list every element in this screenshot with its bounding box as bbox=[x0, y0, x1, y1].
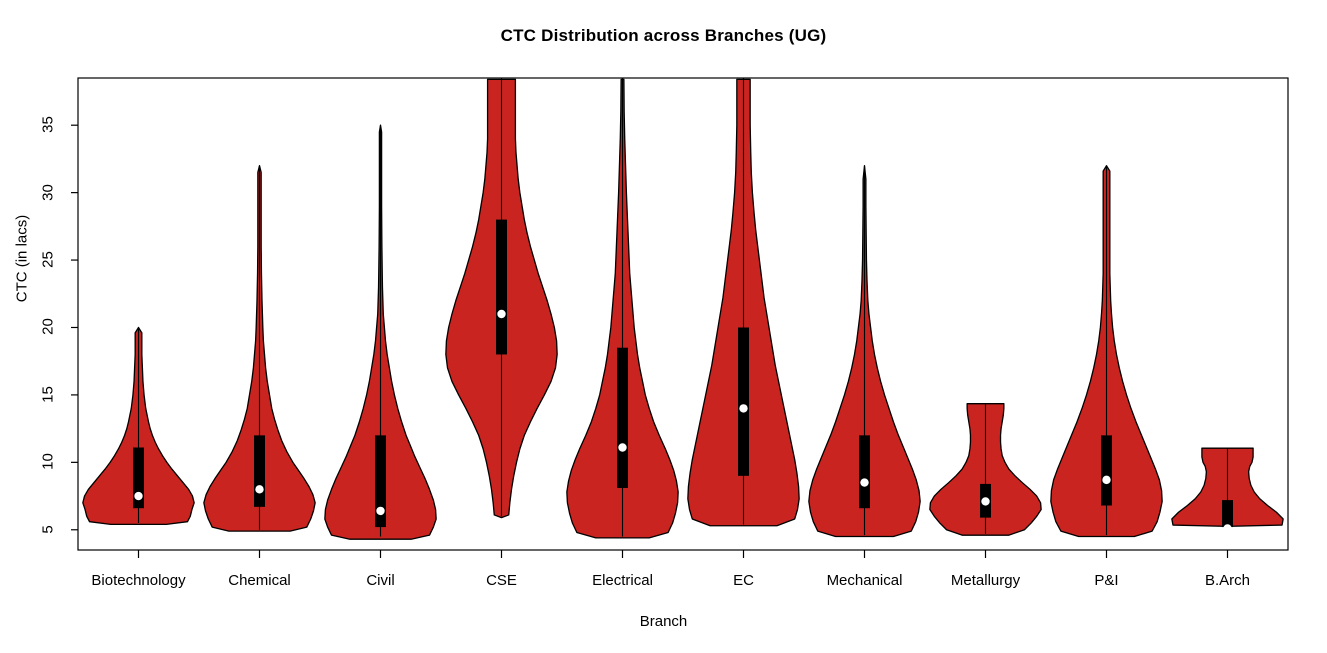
y-tick-label: 10 bbox=[39, 453, 57, 471]
y-tick-label: 5 bbox=[39, 525, 57, 534]
iqr-box bbox=[1101, 435, 1112, 506]
y-tick-label: 30 bbox=[39, 183, 57, 201]
plot-frame bbox=[77, 77, 1289, 551]
x-tick-label-cse: CSE bbox=[486, 572, 517, 589]
median-marker bbox=[860, 478, 869, 487]
median-marker bbox=[255, 485, 264, 494]
y-tick-label: 20 bbox=[39, 318, 57, 336]
x-tick-label-mechanical: Mechanical bbox=[826, 572, 903, 589]
median-marker bbox=[981, 497, 990, 506]
y-tick-label: 15 bbox=[39, 386, 57, 403]
x-tick-label-p-i: P&I bbox=[1094, 572, 1119, 589]
median-marker bbox=[739, 404, 748, 413]
violin-mechanical[interactable] bbox=[808, 165, 921, 538]
median-marker bbox=[497, 309, 506, 319]
x-axis-title: Branch bbox=[639, 613, 688, 630]
x-tick-label-biotechnology: Biotechnology bbox=[91, 572, 186, 589]
violin-p-i[interactable] bbox=[1050, 165, 1163, 538]
iqr-box bbox=[859, 435, 870, 509]
violin-cse[interactable] bbox=[445, 78, 558, 519]
iqr-box bbox=[254, 435, 265, 507]
median-marker bbox=[1102, 475, 1111, 485]
violin-electrical[interactable] bbox=[566, 78, 679, 539]
x-tick-label-electrical: Electrical bbox=[592, 572, 653, 589]
violin-chemical[interactable] bbox=[203, 165, 316, 532]
iqr-box bbox=[617, 347, 628, 488]
y-tick-label: 25 bbox=[39, 251, 57, 268]
iqr-box bbox=[133, 447, 144, 509]
violin-b-arch[interactable] bbox=[1171, 447, 1284, 533]
violin-metallurgy[interactable] bbox=[929, 403, 1042, 536]
violin-biotechnology[interactable] bbox=[82, 326, 195, 526]
violin-civil[interactable] bbox=[324, 124, 437, 540]
page-title: CTC Distribution across Branches (UG) bbox=[500, 26, 827, 45]
violin-ec[interactable] bbox=[687, 78, 800, 527]
x-tick-label-ec: EC bbox=[733, 572, 754, 589]
iqr-box bbox=[496, 219, 507, 355]
iqr-box bbox=[375, 435, 386, 528]
iqr-box bbox=[1222, 500, 1233, 528]
iqr-box bbox=[738, 327, 749, 476]
median-marker bbox=[134, 491, 143, 501]
median-marker bbox=[376, 506, 385, 516]
x-tick-label-civil: Civil bbox=[366, 572, 395, 589]
y-tick-label: 35 bbox=[39, 116, 57, 134]
axes-group bbox=[71, 77, 1289, 558]
median-marker bbox=[618, 443, 627, 452]
x-tick-label-chemical: Chemical bbox=[228, 572, 291, 589]
x-tick-label-metallurgy: Metallurgy bbox=[950, 572, 1021, 589]
x-tick-label-b-arch: B.Arch bbox=[1204, 572, 1251, 589]
median-marker bbox=[1223, 524, 1232, 533]
violins-group bbox=[82, 78, 1284, 540]
